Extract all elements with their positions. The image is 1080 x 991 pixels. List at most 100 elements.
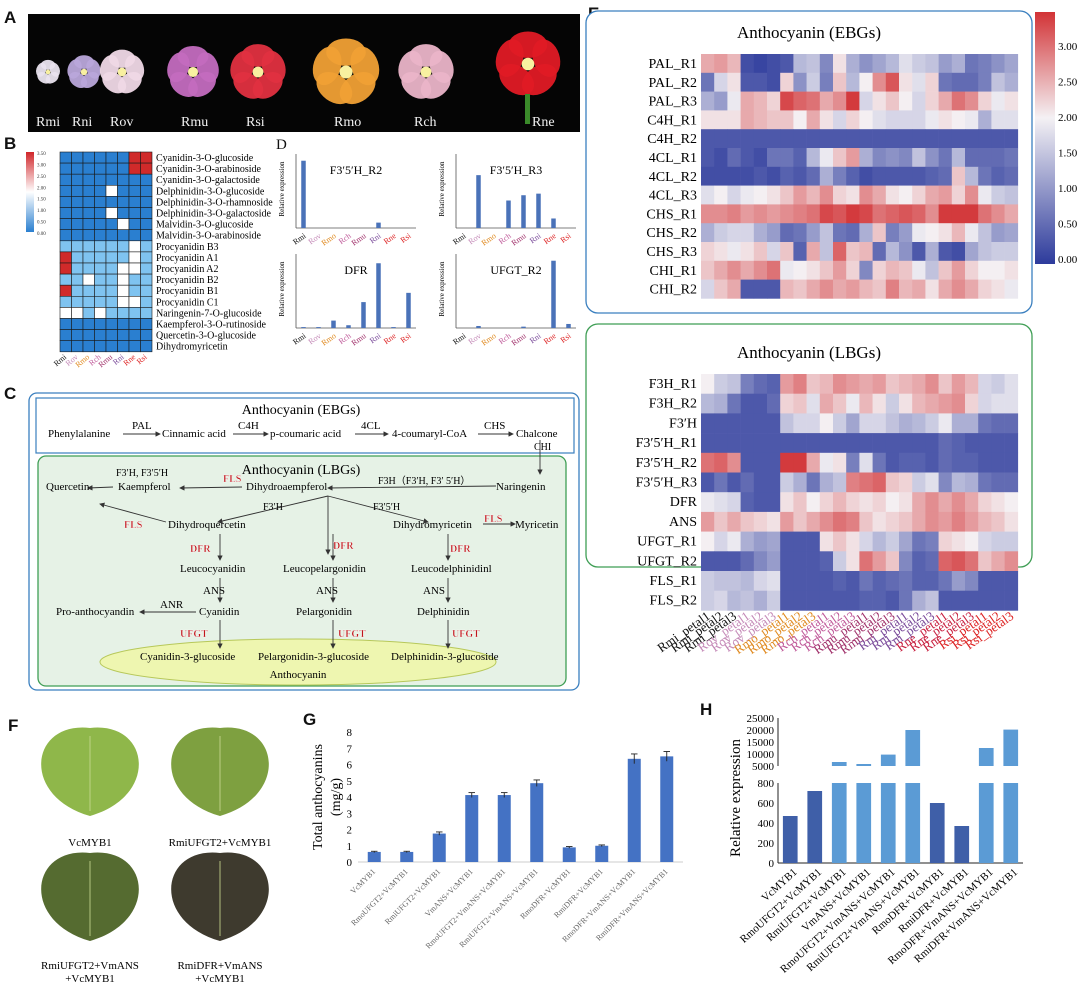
bar [595, 845, 609, 862]
heat-cell [833, 571, 847, 591]
heat-cell [912, 72, 926, 92]
heat-cell [872, 531, 887, 552]
heat-cell [780, 393, 794, 414]
enzyme-ufgt: UFGT [338, 629, 366, 640]
bar [782, 816, 798, 863]
heat-cell [117, 262, 130, 275]
heat-cell [899, 54, 913, 74]
heat-cell [767, 72, 781, 92]
heat-cell [714, 223, 728, 243]
heat-cell [767, 91, 781, 111]
heat-cell [753, 492, 768, 513]
heat-cell [105, 151, 118, 164]
bar [316, 327, 321, 328]
heat-cell [128, 296, 141, 308]
heat-cell [991, 72, 1005, 92]
heat-cell [846, 110, 860, 130]
gene-label: CHI_R2 [650, 283, 697, 298]
heat-cell [965, 452, 979, 473]
heat-cell [846, 472, 860, 493]
compound-pelargonidin-3-glucoside: Pelargonidin-3-glucoside [258, 651, 369, 663]
flower-rmo [312, 38, 380, 105]
heat-cell [59, 251, 72, 264]
heat-cell [71, 162, 84, 175]
heat-cell [846, 185, 860, 205]
flower-center [521, 57, 535, 71]
heat-cell [117, 251, 130, 264]
heat-cell [991, 148, 1005, 168]
heat-cell [94, 151, 107, 164]
heat-cell [925, 91, 939, 111]
compound-myricetin: Myricetin [515, 519, 559, 531]
heat-cell [872, 204, 887, 224]
heat-cell [71, 296, 84, 308]
heat-cell [59, 196, 72, 208]
arrow [87, 485, 114, 491]
compound-label: Delphinidin-3-O-galactoside [156, 209, 272, 220]
gene-label: F3′5′H_R2 [636, 456, 697, 471]
heat-cell [753, 72, 768, 92]
heat-cell [701, 54, 715, 74]
heat-cell [978, 204, 992, 224]
heat-cell [780, 242, 794, 262]
ebg-box [35, 397, 575, 454]
bar [376, 222, 381, 228]
heat-cell [1004, 452, 1019, 473]
heat-cell [872, 511, 887, 532]
heat-cell [912, 279, 926, 299]
compound-dihydromyricetin: Dihydromyricetin [393, 519, 472, 531]
flower-label: Rmu [181, 115, 208, 130]
heat-cell [819, 204, 834, 224]
bar [856, 783, 872, 863]
heat-cell [793, 260, 807, 280]
heat-cell [105, 184, 118, 197]
heat-cell [105, 162, 118, 175]
heat-cell [833, 242, 847, 262]
heat-cell [740, 110, 755, 130]
heat-cell [753, 374, 768, 394]
heat-cell [859, 279, 873, 299]
bar [506, 200, 511, 228]
gene-label: UFGT_R2 [637, 554, 697, 569]
relative-expression-chart: Relative expression 0 200 400 600 800 50001000… [728, 713, 1023, 976]
heat-cell [793, 279, 807, 299]
heat-cell [82, 218, 95, 230]
heat-cell [701, 472, 715, 493]
heat-cell [978, 571, 992, 591]
enzyme-label: F3′H [263, 502, 283, 513]
heat-cell [912, 531, 926, 552]
heat-cell [140, 207, 153, 219]
bar [831, 783, 847, 863]
heat-cell [753, 54, 768, 74]
gene-label: F3′5′H_R3 [636, 476, 697, 491]
heat-cell [951, 72, 966, 92]
heat-cell [94, 296, 107, 308]
heat-cell [82, 251, 95, 264]
heat-cell [753, 204, 768, 224]
heat-cell [965, 260, 979, 280]
heat-cell [859, 204, 873, 224]
heat-cell [94, 184, 107, 197]
leaf-1 [171, 727, 269, 816]
heat-cell [899, 413, 913, 434]
heat-cell [806, 185, 821, 205]
panel-letter-c: C [4, 384, 17, 403]
heat-cell [938, 413, 953, 434]
heat-cell [140, 307, 153, 319]
compound-leucocyanidin: Leucocyanidin [180, 563, 246, 575]
heat-cell [701, 279, 715, 299]
bar [432, 833, 446, 862]
heat-cell [951, 148, 966, 168]
heat-cell [846, 204, 860, 224]
heat-cell [94, 307, 107, 319]
heat-cell [885, 166, 900, 186]
gene-label: ANS [669, 515, 697, 530]
heat-cell [1004, 492, 1019, 513]
compound-label: Dihydromyricetin [156, 342, 228, 353]
gene-label: DFR [670, 495, 698, 510]
heat-cell [912, 413, 926, 434]
heat-cell [819, 110, 834, 130]
flower-label: Rmo [334, 115, 361, 130]
bar [400, 851, 414, 862]
bar [476, 325, 481, 328]
